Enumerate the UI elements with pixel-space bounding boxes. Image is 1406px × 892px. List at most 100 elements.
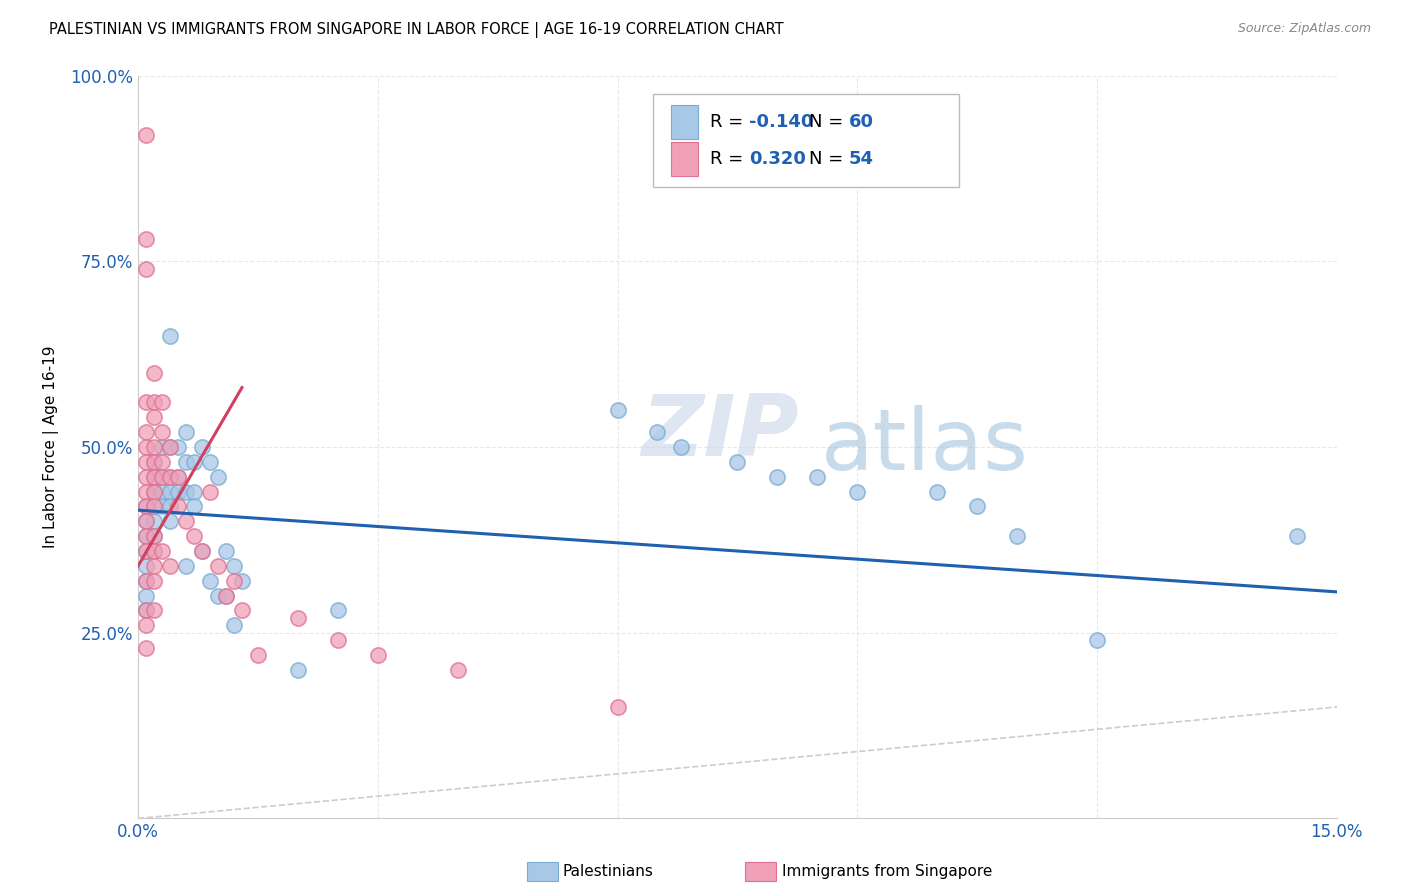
Point bbox=[174, 514, 197, 528]
Point bbox=[167, 500, 190, 514]
Point bbox=[159, 514, 181, 528]
FancyBboxPatch shape bbox=[654, 94, 959, 187]
Text: ZIP: ZIP bbox=[641, 391, 799, 474]
Text: R =: R = bbox=[710, 150, 749, 168]
Point bbox=[143, 514, 166, 528]
Point bbox=[174, 425, 197, 439]
Point bbox=[150, 469, 173, 483]
Point bbox=[143, 558, 166, 573]
Point bbox=[671, 440, 693, 454]
Point bbox=[143, 455, 166, 469]
Point bbox=[183, 484, 205, 499]
Point bbox=[174, 558, 197, 573]
Point bbox=[159, 328, 181, 343]
Point bbox=[143, 574, 166, 588]
Point bbox=[191, 544, 214, 558]
Point bbox=[806, 469, 828, 483]
Point bbox=[966, 500, 988, 514]
Point bbox=[167, 440, 190, 454]
Point bbox=[135, 425, 157, 439]
Point bbox=[183, 500, 205, 514]
Text: Immigrants from Singapore: Immigrants from Singapore bbox=[782, 864, 993, 879]
Point bbox=[135, 529, 157, 543]
Point bbox=[143, 469, 166, 483]
Point bbox=[287, 611, 309, 625]
Point bbox=[135, 500, 157, 514]
Point bbox=[135, 484, 157, 499]
Point bbox=[143, 603, 166, 617]
Point bbox=[150, 455, 173, 469]
Y-axis label: In Labor Force | Age 16-19: In Labor Force | Age 16-19 bbox=[44, 346, 59, 549]
Point bbox=[143, 500, 166, 514]
Point bbox=[135, 574, 157, 588]
Point bbox=[167, 469, 190, 483]
Point bbox=[135, 469, 157, 483]
Point bbox=[326, 603, 349, 617]
Point bbox=[159, 484, 181, 499]
Point bbox=[606, 700, 628, 714]
Point bbox=[150, 544, 173, 558]
Point bbox=[725, 455, 748, 469]
Point bbox=[222, 618, 245, 632]
Point bbox=[135, 529, 157, 543]
Point bbox=[215, 589, 238, 603]
Point bbox=[647, 425, 669, 439]
Point bbox=[135, 455, 157, 469]
Point bbox=[135, 514, 157, 528]
Point bbox=[135, 574, 157, 588]
Point bbox=[1005, 529, 1028, 543]
Point bbox=[198, 574, 221, 588]
Point bbox=[174, 455, 197, 469]
Point bbox=[183, 529, 205, 543]
Point bbox=[135, 395, 157, 409]
Point bbox=[215, 589, 238, 603]
Point bbox=[167, 484, 190, 499]
Point bbox=[447, 663, 470, 677]
Text: Source: ZipAtlas.com: Source: ZipAtlas.com bbox=[1237, 22, 1371, 36]
Point bbox=[207, 589, 229, 603]
FancyBboxPatch shape bbox=[672, 143, 697, 176]
Point bbox=[1085, 633, 1108, 648]
Point bbox=[191, 440, 214, 454]
Point bbox=[766, 469, 789, 483]
Point bbox=[222, 574, 245, 588]
Text: -0.140: -0.140 bbox=[749, 112, 814, 130]
Text: N =: N = bbox=[810, 150, 849, 168]
Point bbox=[150, 500, 173, 514]
Point bbox=[927, 484, 949, 499]
Text: R =: R = bbox=[710, 112, 749, 130]
Point bbox=[222, 558, 245, 573]
Point bbox=[207, 469, 229, 483]
Point bbox=[367, 648, 389, 662]
Point bbox=[1285, 529, 1308, 543]
Point bbox=[159, 500, 181, 514]
Point bbox=[135, 232, 157, 246]
Point bbox=[135, 261, 157, 276]
Point bbox=[135, 589, 157, 603]
Point bbox=[135, 514, 157, 528]
Point bbox=[143, 500, 166, 514]
Point bbox=[150, 425, 173, 439]
Point bbox=[135, 440, 157, 454]
Point bbox=[135, 603, 157, 617]
Point bbox=[150, 395, 173, 409]
Point bbox=[143, 410, 166, 425]
Point bbox=[159, 440, 181, 454]
Point bbox=[143, 529, 166, 543]
Point bbox=[143, 544, 166, 558]
Text: 54: 54 bbox=[849, 150, 873, 168]
Text: 0.320: 0.320 bbox=[749, 150, 806, 168]
Point bbox=[846, 484, 869, 499]
Point bbox=[143, 469, 166, 483]
Text: Palestinians: Palestinians bbox=[562, 864, 654, 879]
Point bbox=[135, 558, 157, 573]
Point bbox=[183, 455, 205, 469]
Point bbox=[135, 603, 157, 617]
Point bbox=[150, 440, 173, 454]
Text: N =: N = bbox=[810, 112, 849, 130]
Point bbox=[159, 469, 181, 483]
Point bbox=[150, 484, 173, 499]
Point bbox=[135, 128, 157, 142]
Text: PALESTINIAN VS IMMIGRANTS FROM SINGAPORE IN LABOR FORCE | AGE 16-19 CORRELATION : PALESTINIAN VS IMMIGRANTS FROM SINGAPORE… bbox=[49, 22, 783, 38]
Point bbox=[287, 663, 309, 677]
